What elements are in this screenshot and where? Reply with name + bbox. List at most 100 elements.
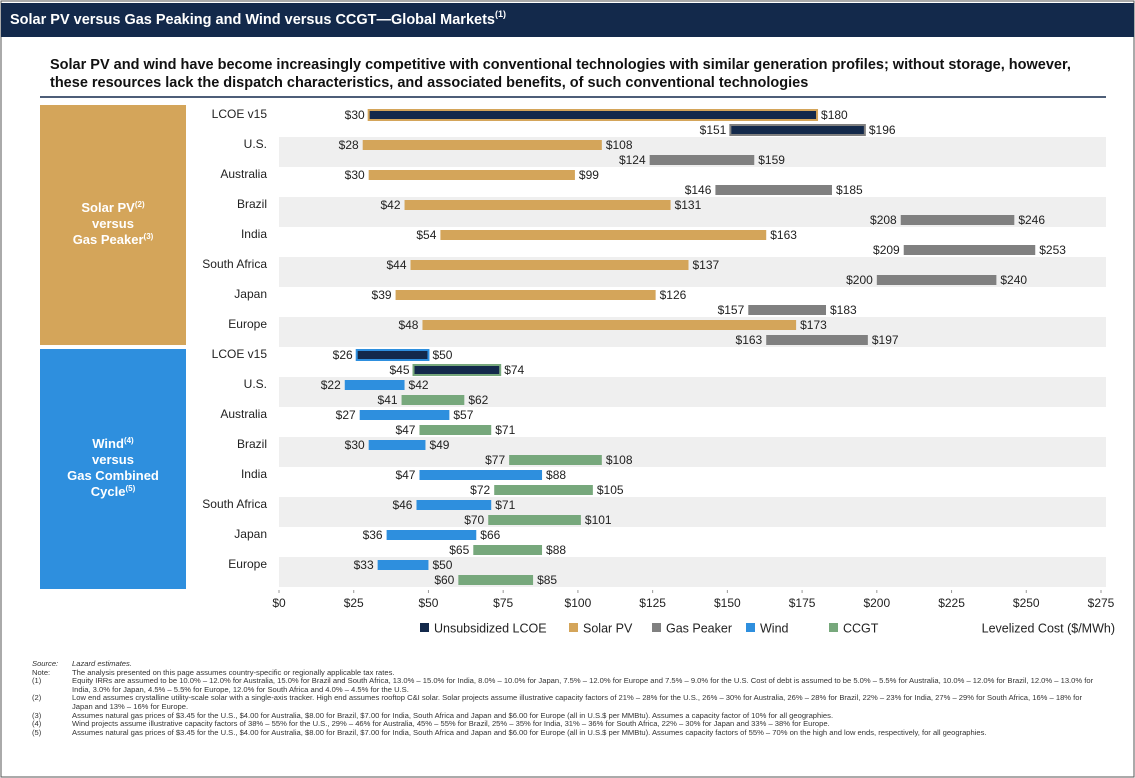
legend-swatch xyxy=(829,623,838,632)
x-axis-label: Levelized Cost ($/MWh) xyxy=(982,621,1115,635)
title-text: Solar PV versus Gas Peaking and Wind ver… xyxy=(10,12,495,28)
category-label: LCOE v15 xyxy=(212,107,268,121)
category-label: Australia xyxy=(220,407,267,421)
low-label: $26 xyxy=(333,348,353,362)
group-label-note: (4) xyxy=(124,436,134,445)
low-label: $146 xyxy=(685,183,712,197)
legend-swatch xyxy=(746,623,755,632)
footnote-label: (4) xyxy=(32,719,42,729)
x-tick-label: $250 xyxy=(1013,596,1040,610)
category-label: Brazil xyxy=(237,437,267,451)
high-label: $185 xyxy=(836,183,863,197)
category-label: Europe xyxy=(228,317,267,331)
low-label: $54 xyxy=(416,228,436,242)
range-bar xyxy=(729,124,866,136)
x-tick-label: $175 xyxy=(789,596,816,610)
legend-label: Gas Peaker xyxy=(666,621,732,635)
range-bar xyxy=(488,515,581,525)
group-label-text: Wind xyxy=(92,436,124,451)
low-label: $77 xyxy=(485,453,505,467)
low-label: $209 xyxy=(873,243,900,257)
high-label: $108 xyxy=(606,138,633,152)
title-note: (1) xyxy=(495,9,506,19)
low-label: $200 xyxy=(846,273,873,287)
range-bar xyxy=(410,260,689,270)
category-label: South Africa xyxy=(202,497,267,511)
low-label: $47 xyxy=(395,468,415,482)
range-bar xyxy=(440,230,767,240)
footnote-label: (5) xyxy=(32,727,42,737)
range-bar xyxy=(649,155,755,165)
legend-swatch xyxy=(652,623,661,632)
high-label: $88 xyxy=(546,468,566,482)
legend-label: Unsubsidized LCOE xyxy=(434,621,547,635)
high-label: $57 xyxy=(453,408,473,422)
x-tick-label: $0 xyxy=(272,596,286,610)
low-label: $151 xyxy=(700,123,727,137)
high-label: $180 xyxy=(821,108,848,122)
footnote-text: Equity IRRs are assumed to be 10.0% – 12… xyxy=(72,676,1094,694)
footnotes: Source: Lazard estimates. Note: The analysi… xyxy=(32,659,1102,738)
high-label: $159 xyxy=(758,153,785,167)
high-label: $163 xyxy=(770,228,797,242)
low-label: $33 xyxy=(354,558,374,572)
group-label-text: versus xyxy=(92,216,134,231)
range-bar xyxy=(509,455,602,465)
x-tick-label: $125 xyxy=(639,596,666,610)
footnote-text: Assumes natural gas prices of $3.45 for … xyxy=(72,727,987,737)
range-bar xyxy=(458,575,534,585)
x-tick-label: $150 xyxy=(714,596,741,610)
high-label: $42 xyxy=(409,378,429,392)
x-tick-label: $275 xyxy=(1088,596,1115,610)
high-label: $88 xyxy=(546,543,566,557)
low-label: $65 xyxy=(449,543,469,557)
high-label: $173 xyxy=(800,318,827,332)
high-label: $246 xyxy=(1018,213,1045,227)
range-bar xyxy=(401,395,465,405)
footnote: (5) Assumes natural gas prices of $3.45 f… xyxy=(32,727,1102,738)
range-bar xyxy=(412,364,502,376)
category-label: U.S. xyxy=(244,377,267,391)
group-label-note: (5) xyxy=(125,484,135,493)
footnote: (2) Low end assumes crystalline utility-s… xyxy=(32,694,1102,711)
range-bar xyxy=(494,485,593,495)
low-label: $27 xyxy=(336,408,356,422)
x-tick-label: $25 xyxy=(344,596,364,610)
high-label: $105 xyxy=(597,483,624,497)
group-label: Solar PV(2) xyxy=(81,200,145,215)
range-bar xyxy=(355,349,430,361)
legend-label: Solar PV xyxy=(583,621,633,635)
group-label: Cycle(5) xyxy=(91,484,136,499)
high-label: $253 xyxy=(1039,243,1066,257)
group-box xyxy=(40,105,186,345)
footnote: (4) Wind projects assume illustrative cap… xyxy=(32,720,1102,729)
footnote-label: (3) xyxy=(32,710,42,720)
group-label: Wind(4) xyxy=(92,436,134,451)
low-label: $163 xyxy=(736,333,763,347)
footnote-text: Low end assumes crystalline utility-scal… xyxy=(72,693,1083,711)
low-label: $124 xyxy=(619,153,646,167)
footnote: Source: Lazard estimates. xyxy=(32,659,1102,669)
category-label: Europe xyxy=(228,557,267,571)
high-label: $126 xyxy=(660,288,687,302)
range-bar xyxy=(386,530,477,540)
group-label-note: (3) xyxy=(144,232,154,241)
x-tick-label: $200 xyxy=(863,596,890,610)
category-label: U.S. xyxy=(244,137,267,151)
range-bar xyxy=(473,545,543,555)
group-label: versus xyxy=(92,216,134,231)
range-bar xyxy=(900,215,1015,225)
range-bar xyxy=(395,290,656,300)
high-label: $50 xyxy=(432,348,452,362)
low-label: $208 xyxy=(870,213,897,227)
footnote-text: Wind projects assume illustrative capaci… xyxy=(72,719,830,729)
group-label-text: versus xyxy=(92,452,134,467)
x-tick-label: $100 xyxy=(565,596,592,610)
high-label: $240 xyxy=(1000,273,1027,287)
footnote-text: Assumes natural gas prices of $3.45 for … xyxy=(72,710,834,720)
high-label: $101 xyxy=(585,513,612,527)
group-label: Gas Peaker(3) xyxy=(73,232,154,247)
low-label: $41 xyxy=(378,393,398,407)
low-label: $22 xyxy=(321,378,341,392)
